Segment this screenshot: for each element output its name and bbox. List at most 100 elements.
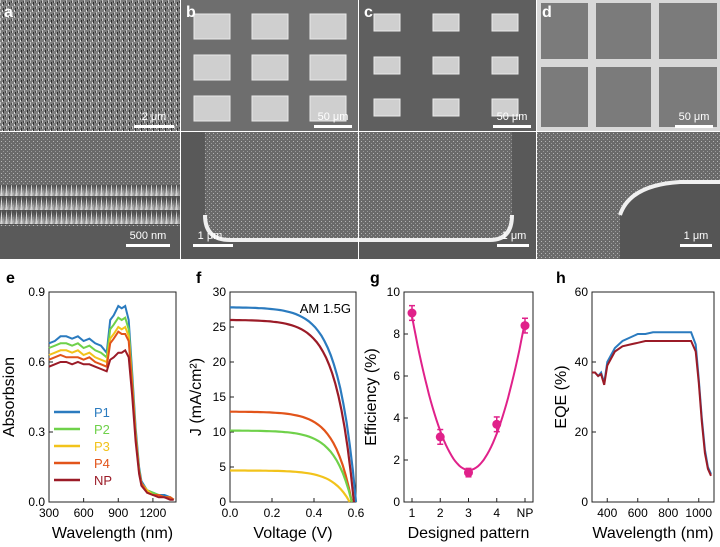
y-axis-label: EQE (%) [553, 365, 570, 428]
jv-curve-3 [230, 429, 353, 503]
y-tick-label: 8 [393, 327, 400, 341]
eqe-curve-0 [592, 331, 712, 475]
x-tick-label: 900 [108, 506, 128, 520]
scale-label-d-top: 50 μm [679, 111, 710, 123]
data-point [435, 432, 445, 442]
panel-letter-h: h [556, 270, 566, 287]
x-tick-label: 600 [628, 506, 648, 520]
series-line-NP [48, 348, 174, 501]
x-axis-label: Wavelength (nm) [52, 525, 173, 542]
y-tick-label: 4 [393, 411, 400, 425]
x-tick-label: 0.4 [306, 506, 323, 520]
y-tick-label: 6 [393, 369, 400, 383]
jv-curve-0 [230, 306, 358, 503]
scale-label-d-bottom: 1 μm [684, 230, 709, 242]
annotation-label: AM 1.5G [300, 301, 351, 316]
y-tick-label: 0 [393, 495, 400, 509]
y-tick-label: 40 [575, 355, 589, 369]
x-tick-label: 800 [658, 506, 678, 520]
y-tick-label: 0.9 [28, 285, 45, 299]
scale-bar [497, 244, 529, 247]
legend-label-NP: NP [94, 473, 112, 488]
chart-eqe: h Wavelength (nm) EQE (%) 0 20 40 60 400 600 800 1… [553, 270, 715, 542]
x-tick-label: 0.2 [264, 506, 281, 520]
eqe-curve-1 [592, 340, 712, 477]
legend-label-P4: P4 [94, 456, 110, 471]
y-tick-label: 60 [575, 285, 589, 299]
x-tick-label: 4 [493, 506, 500, 520]
x-axis-label: Voltage (V) [253, 525, 332, 542]
sem-panel-d: d 50 μm 1 μm [537, 0, 720, 259]
x-tick-label: 1 [409, 506, 416, 520]
x-axis-label: Wavelength (nm) [592, 525, 713, 542]
x-tick-label: NP [517, 506, 534, 520]
x-tick-label: 0.0 [222, 506, 239, 520]
y-tick-label: 20 [213, 355, 227, 369]
scale-bar [493, 125, 531, 128]
x-tick-label: 300 [39, 506, 59, 520]
scale-label-c-top: 50 μm [497, 111, 528, 123]
y-tick-label: 20 [575, 425, 589, 439]
sem-panel-c: c 50 μm 1 μm [359, 0, 536, 259]
panel-letter-c: c [364, 4, 373, 21]
scale-bar [193, 244, 233, 247]
scale-bar [680, 244, 712, 247]
scale-bar [314, 125, 352, 128]
series-line-P2 [48, 316, 175, 501]
jv-curve-4 [230, 469, 351, 503]
panel-letter-f: f [196, 270, 202, 287]
y-axis-label: Efficiency (%) [363, 348, 380, 446]
y-tick-label: 10 [387, 285, 401, 299]
x-tick-label: 400 [597, 506, 617, 520]
x-tick-label: 1000 [685, 506, 712, 520]
jv-curve-2 [230, 410, 353, 503]
chart-absorption: e Wavelength (nm) Absorbsion 0.0 0.3 0.6 0.9 30… [1, 270, 177, 542]
y-tick-label: 2 [393, 453, 400, 467]
panel-letter-e: e [6, 270, 15, 287]
chart-jv: f Voltage (V) J (mA/cm²) 0 5 10 15 20 25 30 0.0 0.2… [188, 270, 365, 542]
y-tick-label: 25 [213, 320, 227, 334]
data-point [464, 468, 473, 478]
x-tick-label: 600 [74, 506, 94, 520]
y-tick-label: 30 [213, 285, 227, 299]
x-axis-label: Designed pattern [408, 525, 530, 542]
scale-label-a-bottom: 500 nm [130, 230, 167, 242]
legend-label-P1: P1 [94, 405, 110, 420]
x-tick-label: 2 [437, 506, 444, 520]
legend-label-P2: P2 [94, 422, 110, 437]
sem-panel-b: b 50 μm 1 μm [181, 0, 358, 259]
panel-letter-b: b [186, 4, 196, 21]
data-point [520, 321, 530, 331]
panel-letter-a: a [4, 4, 13, 21]
scale-label-a-top: 2 μm [142, 111, 167, 123]
plot-frame [591, 291, 715, 503]
y-tick-label: 0.6 [28, 355, 45, 369]
scale-bar [675, 125, 713, 128]
plot-frame [48, 291, 177, 503]
scale-bar [134, 125, 174, 128]
scale-label-b-top: 50 μm [318, 111, 349, 123]
data-point [407, 308, 417, 318]
sem-image-a-top [0, 0, 180, 131]
y-tick-label: 10 [213, 425, 227, 439]
fit-curve [411, 316, 526, 472]
y-tick-label: 0.3 [28, 425, 45, 439]
y-tick-label: 15 [213, 390, 227, 404]
y-tick-label: 5 [219, 460, 226, 474]
x-tick-label: 1200 [140, 506, 167, 520]
x-tick-label: 3 [465, 506, 472, 520]
data-point [492, 419, 502, 429]
y-tick-label: 0 [219, 495, 226, 509]
y-tick-label: 0.0 [28, 495, 45, 509]
sem-panel-a: a 2 μm 500 nm [0, 0, 180, 259]
x-tick-label: 0.6 [348, 506, 365, 520]
series-line-P1 [48, 304, 175, 501]
y-axis-label: J (mA/cm²) [188, 358, 205, 436]
y-axis-label: Absorbsion [1, 357, 18, 437]
panel-letter-d: d [542, 4, 552, 21]
y-tick-label: 0 [581, 495, 588, 509]
scale-bar [126, 244, 170, 247]
scale-label-c-bottom: 1 μm [502, 230, 527, 242]
